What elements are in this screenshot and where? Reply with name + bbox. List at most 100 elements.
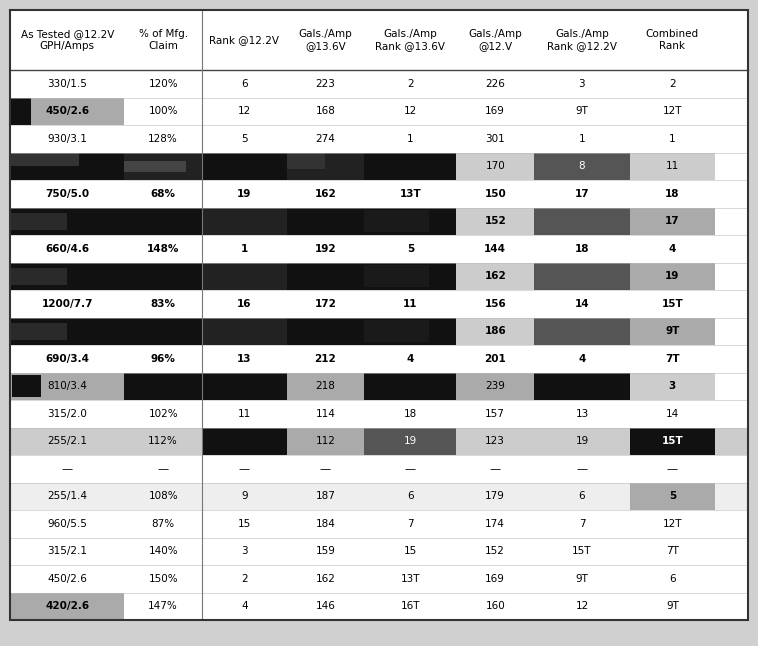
- Text: 12T: 12T: [662, 519, 682, 528]
- Bar: [287, 373, 365, 400]
- Bar: [10, 98, 30, 125]
- Text: 7T: 7T: [665, 354, 680, 364]
- Text: 1: 1: [669, 134, 675, 144]
- Bar: [10, 345, 748, 373]
- Bar: [534, 207, 630, 235]
- Text: 15: 15: [238, 519, 251, 528]
- Text: 162: 162: [315, 574, 336, 584]
- Text: 3: 3: [669, 381, 676, 391]
- Bar: [456, 152, 534, 180]
- Text: 18: 18: [404, 409, 417, 419]
- Text: 3: 3: [578, 79, 585, 89]
- Bar: [202, 10, 287, 70]
- Bar: [10, 235, 748, 262]
- Text: 15T: 15T: [662, 298, 683, 309]
- Bar: [10, 565, 748, 592]
- Bar: [365, 207, 456, 235]
- Text: 4: 4: [578, 354, 586, 364]
- Text: —: —: [239, 464, 250, 474]
- Text: 112: 112: [315, 436, 336, 446]
- Text: 169: 169: [485, 106, 505, 116]
- Text: 17: 17: [665, 216, 680, 226]
- Text: 5: 5: [407, 244, 414, 254]
- Text: 170: 170: [485, 162, 505, 171]
- Text: 18: 18: [575, 244, 589, 254]
- Bar: [630, 428, 715, 455]
- Text: 168: 168: [315, 106, 336, 116]
- Text: 156: 156: [484, 298, 506, 309]
- Bar: [365, 210, 429, 233]
- Bar: [287, 428, 365, 455]
- Text: 184: 184: [315, 519, 336, 528]
- Bar: [10, 98, 124, 125]
- Text: 15T: 15T: [572, 547, 592, 556]
- Text: 13: 13: [575, 409, 588, 419]
- Text: 1200/7.7: 1200/7.7: [42, 298, 93, 309]
- Bar: [10, 152, 79, 166]
- Text: 162: 162: [484, 271, 506, 281]
- Text: 2: 2: [241, 574, 248, 584]
- Text: —: —: [158, 464, 169, 474]
- Text: 17: 17: [575, 189, 589, 199]
- Text: 174: 174: [485, 519, 505, 528]
- Text: 201: 201: [484, 354, 506, 364]
- Text: 19: 19: [237, 189, 252, 199]
- Bar: [202, 262, 287, 290]
- Text: 9T: 9T: [575, 106, 588, 116]
- Text: 179: 179: [485, 491, 505, 501]
- Text: 7T: 7T: [666, 547, 679, 556]
- Bar: [10, 98, 748, 125]
- Text: 8: 8: [578, 162, 585, 171]
- Bar: [10, 213, 67, 229]
- Text: Gals./Amp
Rank @12.2V: Gals./Amp Rank @12.2V: [547, 29, 617, 51]
- Text: 3: 3: [241, 547, 248, 556]
- Text: 226: 226: [485, 79, 505, 89]
- Bar: [202, 317, 287, 345]
- Text: 68%: 68%: [151, 189, 176, 199]
- Text: 6: 6: [241, 79, 248, 89]
- Bar: [630, 483, 715, 510]
- Text: 15: 15: [404, 547, 417, 556]
- Text: 9T: 9T: [575, 574, 588, 584]
- Text: 1: 1: [241, 244, 248, 254]
- Text: Combined
Rank: Combined Rank: [646, 29, 699, 51]
- Bar: [365, 266, 429, 287]
- Text: 159: 159: [315, 547, 336, 556]
- Bar: [10, 207, 124, 235]
- Text: 330/1.5: 330/1.5: [47, 79, 87, 89]
- Text: 212: 212: [315, 354, 337, 364]
- Bar: [10, 317, 124, 345]
- Text: 6: 6: [407, 491, 414, 501]
- Bar: [365, 428, 456, 455]
- Bar: [10, 592, 124, 620]
- Text: 123: 123: [485, 436, 505, 446]
- Text: 2: 2: [407, 79, 414, 89]
- Text: —: —: [576, 464, 587, 474]
- Bar: [287, 207, 365, 235]
- Text: 810/3.4: 810/3.4: [47, 381, 87, 391]
- Text: 152: 152: [484, 216, 506, 226]
- Text: 108%: 108%: [149, 491, 178, 501]
- Bar: [630, 262, 715, 290]
- Bar: [202, 207, 287, 235]
- Text: 11: 11: [666, 162, 679, 171]
- Text: 13T: 13T: [399, 189, 421, 199]
- Bar: [456, 373, 534, 400]
- Text: 315/2.1: 315/2.1: [47, 547, 87, 556]
- Bar: [124, 161, 186, 172]
- Text: 102%: 102%: [149, 409, 178, 419]
- Bar: [534, 373, 630, 400]
- Text: 120%: 120%: [149, 79, 178, 89]
- Bar: [456, 262, 534, 290]
- Text: 218: 218: [315, 381, 336, 391]
- Text: 16: 16: [237, 298, 252, 309]
- Text: 4: 4: [407, 354, 414, 364]
- Bar: [10, 428, 124, 455]
- Text: 7: 7: [578, 519, 585, 528]
- Text: 14: 14: [575, 298, 589, 309]
- Bar: [124, 207, 202, 235]
- Text: Gals./Amp
@13.6V: Gals./Amp @13.6V: [299, 29, 352, 51]
- Bar: [10, 483, 748, 510]
- Text: 5: 5: [241, 134, 248, 144]
- Bar: [202, 317, 287, 345]
